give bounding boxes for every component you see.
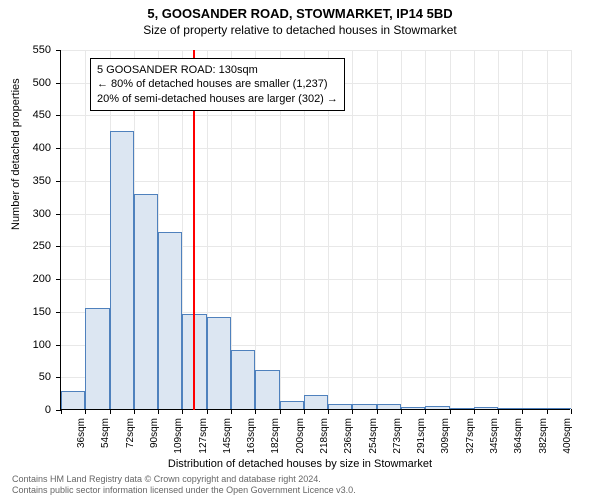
histogram-bar xyxy=(377,404,401,409)
histogram-bar xyxy=(474,407,498,409)
chart-title-main: 5, GOOSANDER ROAD, STOWMARKET, IP14 5BD xyxy=(0,0,600,21)
gridline-v xyxy=(474,50,475,410)
ytick-mark xyxy=(56,345,61,346)
chart-title-sub: Size of property relative to detached ho… xyxy=(0,21,600,37)
histogram-bar xyxy=(498,408,522,409)
xtick-mark xyxy=(474,409,475,414)
ytick-label: 50 xyxy=(21,371,51,383)
gridline-v xyxy=(571,50,572,410)
ytick-label: 350 xyxy=(21,175,51,187)
ytick-label: 500 xyxy=(21,77,51,89)
annotation-box: 5 GOOSANDER ROAD: 130sqm ← 80% of detach… xyxy=(90,58,345,111)
xtick-mark xyxy=(328,409,329,414)
gridline-v xyxy=(377,50,378,410)
ytick-mark xyxy=(56,279,61,280)
gridline-v xyxy=(401,50,402,410)
xtick-mark xyxy=(571,409,572,414)
histogram-bar xyxy=(134,194,158,409)
ytick-mark xyxy=(56,83,61,84)
histogram-bar xyxy=(547,408,571,409)
ytick-mark xyxy=(56,50,61,51)
gridline-v xyxy=(425,50,426,410)
xtick-mark xyxy=(255,409,256,414)
xtick-mark xyxy=(207,409,208,414)
ytick-label: 100 xyxy=(21,339,51,351)
ytick-label: 450 xyxy=(21,109,51,121)
ytick-label: 200 xyxy=(21,273,51,285)
xtick-mark xyxy=(425,409,426,414)
histogram-bar xyxy=(255,370,279,409)
histogram-bar xyxy=(304,395,328,409)
ytick-label: 550 xyxy=(21,44,51,56)
xtick-mark xyxy=(231,409,232,414)
ytick-mark xyxy=(56,377,61,378)
xtick-mark xyxy=(498,409,499,414)
ytick-label: 250 xyxy=(21,240,51,252)
gridline-h xyxy=(61,50,571,51)
ytick-mark xyxy=(56,181,61,182)
footer-line-2: Contains public sector information licen… xyxy=(12,485,356,496)
annotation-line-1: 5 GOOSANDER ROAD: 130sqm xyxy=(97,63,338,77)
histogram-bar xyxy=(401,407,425,409)
histogram-bar xyxy=(280,401,304,410)
xtick-mark xyxy=(547,409,548,414)
ytick-label: 400 xyxy=(21,142,51,154)
gridline-h xyxy=(61,148,571,149)
xtick-mark xyxy=(110,409,111,414)
x-axis-label: Distribution of detached houses by size … xyxy=(0,458,600,470)
histogram-bar xyxy=(110,131,134,409)
footer-attribution: Contains HM Land Registry data © Crown c… xyxy=(12,474,356,496)
xtick-mark xyxy=(61,409,62,414)
gridline-h xyxy=(61,181,571,182)
histogram-bar xyxy=(61,391,85,409)
gridline-v xyxy=(352,50,353,410)
xtick-mark xyxy=(450,409,451,414)
histogram-bar xyxy=(425,406,449,409)
histogram-bar xyxy=(450,408,474,409)
xtick-mark xyxy=(522,409,523,414)
annotation-line-3: 20% of semi-detached houses are larger (… xyxy=(97,92,338,106)
histogram-bar xyxy=(328,404,352,409)
ytick-label: 300 xyxy=(21,208,51,220)
gridline-v xyxy=(547,50,548,410)
xtick-mark xyxy=(377,409,378,414)
xtick-mark xyxy=(352,409,353,414)
histogram-bar xyxy=(85,308,109,409)
xtick-mark xyxy=(304,409,305,414)
xtick-mark xyxy=(182,409,183,414)
xtick-mark xyxy=(134,409,135,414)
gridline-v xyxy=(450,50,451,410)
ytick-mark xyxy=(56,214,61,215)
ytick-mark xyxy=(56,312,61,313)
histogram-bar xyxy=(352,404,376,409)
chart-plot-area: 05010015020025030035040045050055036sqm54… xyxy=(60,50,570,410)
gridline-v xyxy=(522,50,523,410)
xtick-mark xyxy=(85,409,86,414)
xtick-mark xyxy=(280,409,281,414)
footer-line-1: Contains HM Land Registry data © Crown c… xyxy=(12,474,356,485)
histogram-bar xyxy=(207,317,231,409)
histogram-bar xyxy=(522,408,546,409)
xtick-mark xyxy=(401,409,402,414)
ytick-mark xyxy=(56,115,61,116)
histogram-bar xyxy=(158,232,182,409)
gridline-h xyxy=(61,115,571,116)
ytick-label: 150 xyxy=(21,306,51,318)
xtick-mark xyxy=(158,409,159,414)
annotation-line-2: ← 80% of detached houses are smaller (1,… xyxy=(97,77,338,91)
ytick-label: 0 xyxy=(21,404,51,416)
ytick-mark xyxy=(56,148,61,149)
histogram-bar xyxy=(231,350,255,409)
gridline-v xyxy=(498,50,499,410)
ytick-mark xyxy=(56,246,61,247)
